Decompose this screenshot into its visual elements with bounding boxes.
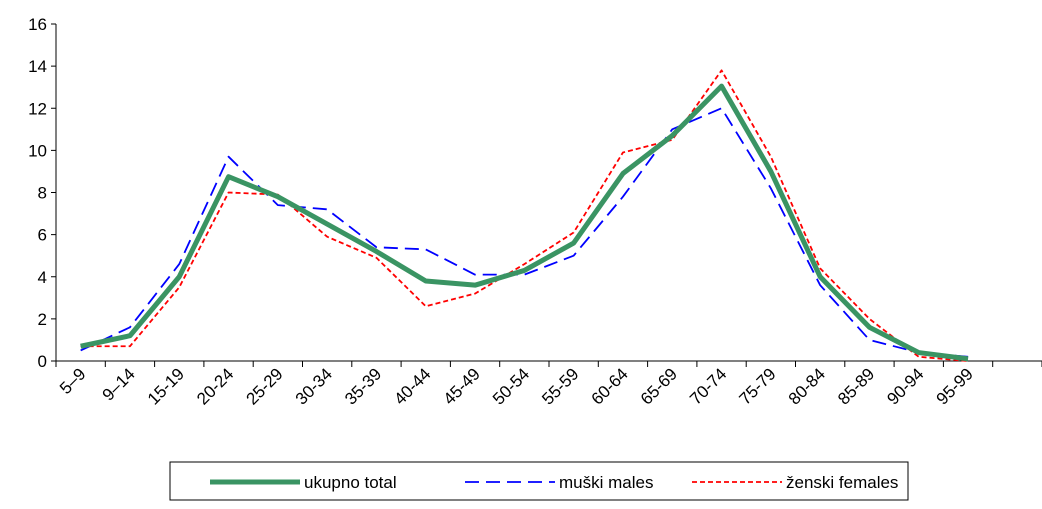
x-tick-label: 90-94 [883, 364, 927, 408]
series-line [80, 83, 969, 362]
x-tick-label: 30-34 [292, 364, 336, 408]
y-tick-label: 6 [38, 226, 47, 245]
x-tick-label: 45-49 [440, 364, 484, 408]
x-tick-label: 80-84 [785, 364, 829, 408]
x-tick-label: 60-64 [588, 364, 632, 408]
x-tick-label: 15-19 [144, 364, 188, 408]
y-tick-label: 2 [38, 310, 47, 329]
x-tick-label: 5–9 [56, 364, 89, 397]
y-tick-label: 16 [28, 15, 47, 34]
series-line [80, 107, 969, 358]
legend-label: muški males [559, 473, 653, 492]
series-line [80, 69, 969, 362]
legend-label: ženski females [786, 473, 898, 492]
x-tick-label: 95-99 [933, 364, 977, 408]
y-tick-label: 12 [28, 99, 47, 118]
x-tick-label: 40-44 [390, 364, 434, 408]
y-tick-label: 10 [28, 141, 47, 160]
y-tick-label: 0 [38, 352, 47, 371]
y-tick-label: 8 [38, 184, 47, 203]
x-tick-label: 85-89 [834, 364, 878, 408]
x-tick-label: 50-54 [489, 364, 533, 408]
x-tick-label: 70-74 [686, 364, 730, 408]
x-tick-label: 9–14 [99, 364, 139, 404]
legend-label: ukupno total [304, 473, 397, 492]
x-tick-label: 65-69 [637, 364, 681, 408]
y-tick-label: 4 [38, 268, 47, 287]
x-tick-label: 75-79 [735, 364, 779, 408]
x-tick-label: 35-39 [341, 364, 385, 408]
y-tick-label: 14 [28, 57, 47, 76]
x-tick-label: 25-29 [242, 364, 286, 408]
x-tick-label: 55-59 [538, 364, 582, 408]
x-tick-label: 20-24 [193, 364, 237, 408]
